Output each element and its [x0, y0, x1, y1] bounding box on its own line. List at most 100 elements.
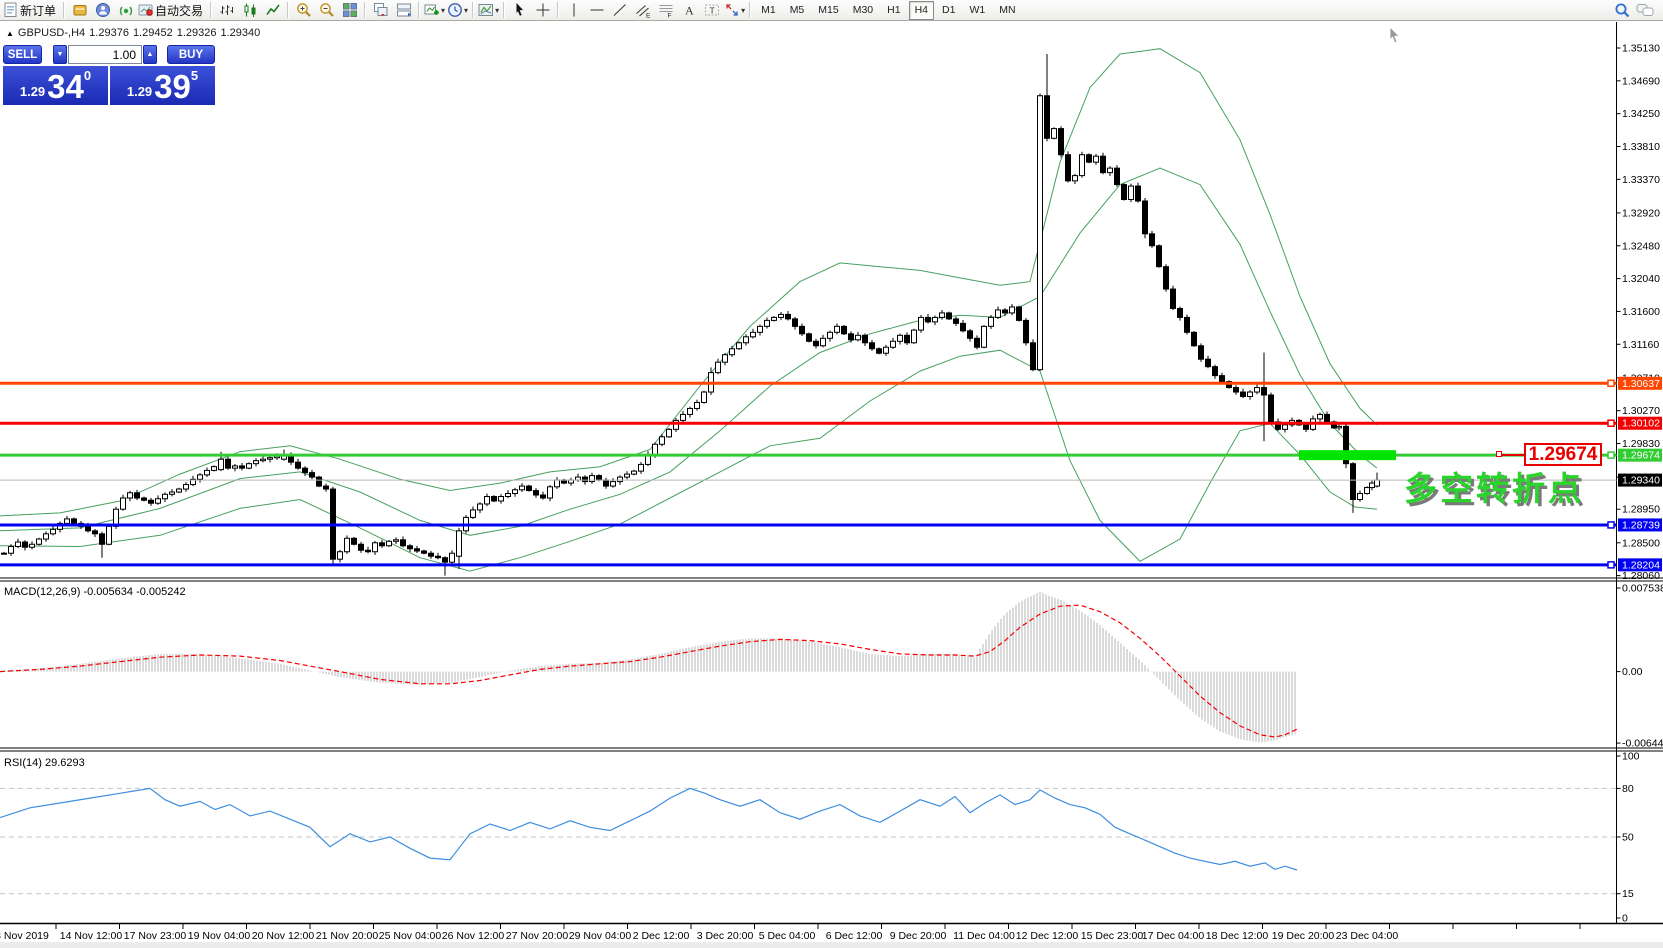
time-axis-label: 14 Nov 12:00: [60, 930, 123, 942]
svg-text:A: A: [685, 4, 694, 18]
tile-windows-button[interactable]: [338, 1, 361, 20]
volume-increase-button[interactable]: ▲: [143, 45, 157, 64]
cascade-windows-button[interactable]: [369, 1, 392, 20]
price-axis-ticks: 1.35130 1.34690 1.34250 1.33810 1.33370 1.329…: [1616, 43, 1660, 582]
main-toolbar: 新订单 自动交易 ▾ ▾ ▾ E F A T ▾ M1 M5 M15 M30 H1 H4 D1 W1 MN: [0, 0, 1663, 21]
horizontal-level-lines: [0, 379, 1617, 569]
templates-button-caret-icon[interactable]: ▾: [495, 5, 500, 15]
equidistant-channel-button[interactable]: E: [631, 1, 654, 20]
svg-text:0.00: 0.00: [1622, 666, 1643, 678]
clock-icon: [447, 2, 463, 18]
chat-icon: [1636, 2, 1655, 18]
signals-icon: [118, 2, 134, 18]
arrows-button[interactable]: ▾: [723, 1, 746, 20]
time-axis-label: 25 Nov 04:00: [379, 930, 442, 942]
sell-price-display[interactable]: 1.29 34 0: [3, 66, 108, 105]
toolbar-separator: [364, 2, 367, 18]
svg-text:1.30270: 1.30270: [1622, 405, 1660, 417]
chart-window[interactable]: 10080501500.0075380.00-0.0064461.351301.…: [0, 22, 1663, 948]
search-button[interactable]: [1611, 1, 1634, 20]
ohlc-close: 1.29340: [220, 27, 261, 39]
macd-signal-line: [0, 604, 1298, 738]
arrows-button-caret-icon[interactable]: ▾: [741, 5, 746, 15]
time-axis-label: 29 Nov 04:00: [569, 930, 632, 942]
timeframe-m30-button[interactable]: M30: [852, 4, 874, 16]
timeframe-w1-button[interactable]: W1: [969, 4, 986, 16]
periods-button-caret-icon[interactable]: ▾: [464, 5, 469, 15]
svg-text:15: 15: [1622, 888, 1634, 900]
timeframe-h4-button[interactable]: H4: [908, 0, 935, 20]
price-callout-box[interactable]: 1.29674: [1524, 443, 1602, 466]
text-button[interactable]: A: [677, 1, 700, 20]
toolbar-separator: [210, 2, 213, 18]
zoom-in-icon: [296, 2, 312, 18]
navigator-button[interactable]: [91, 1, 114, 20]
chart-canvas[interactable]: 10080501500.0075380.00-0.0064461.351301.…: [0, 22, 1663, 948]
sell-button[interactable]: SELL: [3, 45, 42, 64]
toolbar-separator: [287, 2, 290, 18]
timeframe-mn-button[interactable]: MN: [999, 4, 1016, 16]
macd-panel: 0.007538 0.00 -0.006446: [1616, 583, 1663, 750]
buy-button[interactable]: BUY: [167, 45, 215, 64]
zoom-in-button[interactable]: [292, 1, 315, 20]
time-axis-label: 26 Nov 12:00: [442, 930, 505, 942]
templates-button[interactable]: ▾: [477, 1, 500, 20]
one-click-trading-panel: SELL ▼ ▲ BUY 1.29 34 0 1.29 39 5: [3, 43, 215, 106]
time-axis-label: 3 Nov 2019: [0, 930, 49, 942]
svg-text:1.32920: 1.32920: [1622, 207, 1660, 219]
time-axis-label: 17 Nov 23:00: [124, 930, 187, 942]
candle-chart-icon: [242, 2, 258, 18]
candlestick-chart-button[interactable]: [238, 1, 261, 20]
community-chat-button[interactable]: [1634, 1, 1657, 20]
volume-decrease-button[interactable]: ▼: [53, 45, 67, 64]
volume-input[interactable]: [68, 45, 142, 64]
band-upper: [0, 48, 1378, 517]
time-axis-label: 20 Nov 12:00: [252, 930, 315, 942]
callout-connector: [1497, 454, 1524, 456]
arrange-windows-button[interactable]: [392, 1, 415, 20]
cascade-icon: [373, 2, 389, 18]
zoom-out-button[interactable]: [315, 1, 338, 20]
buy-price-display[interactable]: 1.29 39 5: [110, 66, 215, 105]
fibo-icon: F: [658, 2, 674, 18]
channel-icon: E: [635, 2, 651, 18]
band-lower: [0, 349, 1378, 572]
time-axis-label: 19 Nov 04:00: [188, 930, 251, 942]
vertical-line-button[interactable]: [562, 1, 585, 20]
horizontal-line-button[interactable]: [585, 1, 608, 20]
svg-text:1.31160: 1.31160: [1622, 339, 1659, 351]
collapse-panel-icon[interactable]: ▲: [6, 29, 14, 38]
timeframe-h1-button[interactable]: H1: [887, 4, 901, 16]
svg-text:1.33370: 1.33370: [1622, 174, 1660, 186]
fibonacci-button[interactable]: F: [654, 1, 677, 20]
time-axis: 3 Nov 2019 14 Nov 12:00 17 Nov 23:00 19 Nov…: [0, 924, 1581, 942]
svg-text:1.30637: 1.30637: [1622, 378, 1660, 390]
market-watch-button[interactable]: [68, 1, 91, 20]
timeframe-m1-button[interactable]: M1: [761, 4, 776, 16]
chart-annotation-text: 多空转折点: [1404, 470, 1584, 507]
line-chart-button[interactable]: [261, 1, 284, 20]
label-button[interactable]: T: [700, 1, 723, 20]
trendline-button[interactable]: [608, 1, 631, 20]
toolbar-separator: [472, 2, 475, 18]
periods-button[interactable]: ▾: [446, 1, 469, 20]
signals-button[interactable]: [114, 1, 137, 20]
cursor-button[interactable]: [508, 1, 531, 20]
bollinger-bands: [0, 48, 1378, 572]
svg-text:50: 50: [1622, 832, 1634, 844]
timeframe-m15-button[interactable]: M15: [818, 4, 839, 16]
template-icon: [478, 2, 494, 18]
buy-price-sup: 5: [190, 68, 199, 83]
new-chart-button-caret-icon[interactable]: ▾: [441, 5, 446, 15]
new-order-button-label: 新订单: [20, 3, 57, 18]
timeframe-d1-button[interactable]: D1: [942, 4, 956, 16]
timeframe-m5-button[interactable]: M5: [789, 4, 805, 16]
autotrade-button[interactable]: 自动交易: [137, 1, 207, 20]
bar-chart-button[interactable]: [215, 1, 238, 20]
new-chart-button[interactable]: ▾: [423, 1, 446, 20]
time-axis-label: 6 Dec 12:00: [826, 930, 883, 942]
rsi-panel: 100 80 50 15 0: [0, 751, 1640, 925]
new-order-button[interactable]: 新订单: [2, 1, 60, 20]
buy-price-small: 1.29: [126, 84, 153, 99]
crosshair-button[interactable]: [531, 1, 554, 20]
